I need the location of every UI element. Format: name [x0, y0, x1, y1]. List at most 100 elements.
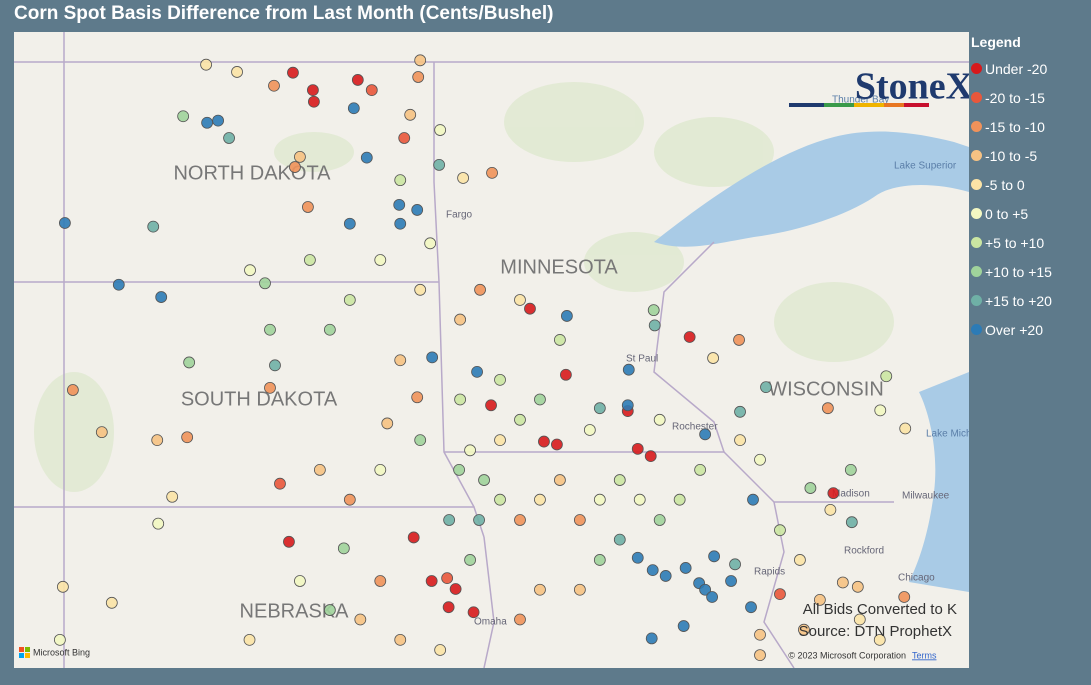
- note: Source: DTN ProphetX: [799, 623, 952, 640]
- bid-point: [694, 464, 707, 476]
- note: All Bids Converted to K: [803, 601, 957, 618]
- legend-item[interactable]: Under -20: [971, 54, 1089, 83]
- bid-point: [524, 302, 536, 315]
- bid-point: [201, 116, 214, 129]
- bid-point: [244, 264, 256, 277]
- legend-item[interactable]: -10 to -5: [971, 141, 1089, 170]
- legend-label: -20 to -15: [985, 89, 1045, 106]
- bid-point: [414, 283, 427, 296]
- bid-point: [411, 204, 424, 216]
- bid-point: [647, 304, 660, 317]
- legend-item[interactable]: +15 to +20: [971, 286, 1089, 315]
- bid-point: [323, 323, 336, 336]
- legend-label: 0 to +5: [985, 205, 1029, 222]
- bid-point: [494, 373, 506, 386]
- bid-point: [54, 633, 66, 646]
- bid-point: [404, 108, 417, 121]
- bid-point: [343, 493, 356, 506]
- bid-point: [457, 172, 470, 184]
- bid-point: [621, 399, 634, 412]
- bid-point: [538, 435, 550, 448]
- bid-point: [733, 334, 745, 346]
- bid-point: [381, 417, 394, 430]
- bid-point: [442, 601, 455, 614]
- bid-point: [473, 514, 485, 526]
- legend-swatch: [971, 266, 982, 277]
- bid-point: [304, 254, 316, 266]
- bid-point: [593, 402, 606, 415]
- bid-point: [223, 132, 235, 144]
- bid-point: [467, 606, 480, 619]
- bing-icon: [25, 647, 30, 652]
- place-label: Rochester: [672, 422, 718, 433]
- bid-point: [424, 237, 437, 250]
- legend-item[interactable]: +5 to +10: [971, 228, 1089, 257]
- legend-item[interactable]: 0 to +5: [971, 199, 1089, 228]
- bid-point: [294, 575, 306, 587]
- legend-label: -5 to 0: [985, 176, 1025, 193]
- bid-point: [798, 623, 810, 636]
- legend-item[interactable]: -5 to 0: [971, 170, 1089, 199]
- bid-point: [212, 114, 224, 127]
- bid-point: [407, 531, 420, 544]
- bing-icon: [25, 653, 30, 658]
- bid-point: [351, 74, 364, 86]
- bid-point: [677, 620, 690, 632]
- legend-item[interactable]: -15 to -10: [971, 112, 1089, 141]
- bid-point: [152, 517, 165, 530]
- bid-point: [514, 294, 526, 306]
- bid-point: [593, 493, 606, 506]
- bid-point: [794, 554, 806, 566]
- bing-icon: [19, 647, 24, 652]
- bid-point: [551, 438, 563, 451]
- legend-item[interactable]: Over +20: [971, 315, 1089, 344]
- bid-point: [754, 649, 766, 661]
- legend-swatch: [971, 150, 982, 161]
- place-label: Rockford: [844, 546, 884, 557]
- bid-point: [774, 524, 786, 537]
- bid-point: [573, 514, 586, 526]
- state-label: SOUTH DAKOTA: [181, 388, 338, 410]
- lake-superior: [654, 131, 969, 247]
- logo-bar: [789, 103, 929, 107]
- bid-point: [560, 310, 573, 322]
- bid-point: [454, 393, 467, 406]
- legend-label: +10 to +15: [985, 263, 1052, 280]
- legend-item[interactable]: -20 to -15: [971, 83, 1089, 112]
- bid-point: [449, 583, 462, 595]
- bid-point: [534, 493, 546, 506]
- bid-point: [631, 551, 644, 564]
- bid-point: [155, 291, 168, 303]
- bid-point: [851, 580, 864, 593]
- bid-point: [308, 95, 320, 108]
- bid-point: [633, 493, 646, 506]
- bid-point: [289, 161, 301, 173]
- bid-point: [631, 442, 644, 455]
- bid-point: [354, 613, 367, 626]
- map: NORTH DAKOTA MINNESOTA SOUTH DAKOTA WISC…: [14, 32, 969, 668]
- bid-point: [899, 422, 912, 435]
- bid-point: [679, 562, 692, 574]
- bid-point: [486, 166, 498, 179]
- bid-point: [648, 319, 661, 332]
- bid-point: [453, 464, 466, 476]
- bid-point: [414, 434, 427, 447]
- bid-point: [302, 201, 314, 213]
- bid-point: [760, 381, 772, 394]
- legend-item[interactable]: +10 to +15: [971, 257, 1089, 286]
- place-label: Lake Michigan: [926, 429, 969, 440]
- bid-point: [514, 413, 526, 426]
- state-label: NEBRASKA: [240, 600, 350, 622]
- bid-point: [804, 482, 817, 494]
- bid-point: [394, 633, 407, 646]
- bid-point: [343, 294, 356, 306]
- legend-swatch: [971, 324, 982, 335]
- bid-point: [827, 487, 840, 500]
- bid-point: [707, 352, 720, 364]
- bid-point: [471, 365, 483, 378]
- bid-point: [774, 588, 786, 600]
- green-areas: [34, 82, 894, 492]
- bid-point: [554, 474, 566, 486]
- terms-link[interactable]: Terms: [912, 650, 937, 660]
- place-label: Fargo: [446, 210, 473, 221]
